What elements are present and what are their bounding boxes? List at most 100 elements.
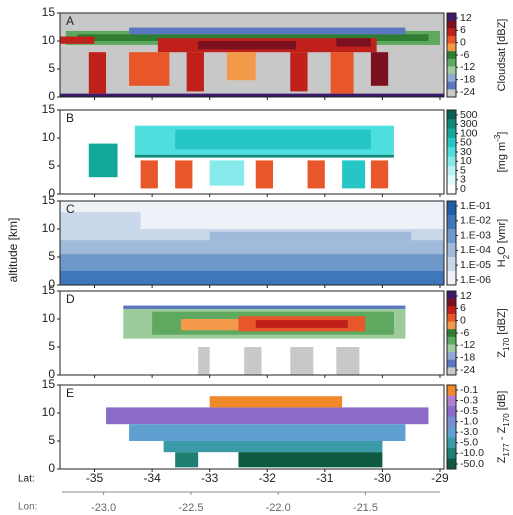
colorbar-swatch (447, 81, 456, 90)
field-patch (186, 52, 204, 92)
colorbar-swatch (447, 229, 456, 244)
y-tick-label: 5 (48, 339, 55, 353)
colorbar-title-part: Z (496, 351, 508, 358)
colorbar-tick-label: 12 (460, 290, 472, 302)
field (60, 201, 444, 285)
colorbar-title-part: O [vmr] (496, 219, 508, 255)
colorbar-title: Z170 [dBZ] (496, 308, 511, 357)
y-tick-label: 15 (42, 377, 56, 391)
panel-label: A (66, 14, 74, 28)
colorbar-swatch (447, 138, 456, 148)
y-tick-label: 0 (48, 277, 55, 291)
field-patch (60, 271, 444, 285)
colorbar-swatch (447, 20, 456, 29)
colorbar-swatch (447, 28, 456, 37)
colorbar-tick-label: -24 (460, 364, 475, 376)
field-patch (255, 320, 348, 328)
colorbar-tick-label: 30 (460, 146, 472, 158)
colorbar-tick-label: 0 (460, 314, 466, 326)
colorbar-swatch (447, 416, 456, 428)
field-patch (198, 41, 297, 50)
field-patch (336, 38, 371, 47)
colorbar-swatch (447, 58, 456, 67)
colorbar-tick-label: 1.E-05 (460, 259, 491, 271)
x-tick-label: -35 (86, 471, 104, 485)
colorbar-tick-label: -1.0 (460, 415, 478, 427)
colorbar-title-part: Cloudsat [dBZ] (496, 19, 508, 92)
colorbar-tick-label: -5.0 (460, 437, 478, 449)
colorbar-title-part: -3 (493, 134, 502, 142)
field-patch (290, 347, 314, 375)
colorbar-title-part: 2 (502, 254, 511, 259)
colorbar-title-part: H (496, 259, 508, 267)
panel-frame (59, 109, 445, 195)
field-patch (209, 231, 412, 241)
colorbar-swatch (447, 437, 456, 449)
y-tick-label: 0 (48, 89, 55, 103)
colorbar-swatch (447, 13, 456, 21)
colorbar-tick-label: -12 (460, 339, 475, 351)
field-patch (77, 34, 429, 41)
colorbar-tick-label: 300 (460, 118, 478, 130)
colorbar-frame (446, 200, 457, 286)
field-patch (244, 347, 262, 375)
y-tick-label: 15 (42, 193, 56, 207)
colorbar-title: Cloudsat [dBZ] (496, 19, 508, 92)
colorbar-swatch (447, 352, 456, 361)
field (88, 125, 394, 189)
colorbar-title-part: Z (496, 456, 508, 463)
colorbar-swatch (447, 51, 456, 60)
colorbar-tick-label: -0.5 (460, 405, 478, 417)
field-patch (60, 36, 95, 44)
field-patch (330, 52, 354, 94)
colorbar-swatch (447, 175, 456, 185)
colorbar-tick-label: 1.E-04 (460, 244, 491, 256)
field-patch (88, 143, 118, 178)
field (123, 305, 406, 375)
field-patch (129, 424, 406, 441)
colorbar-swatch (447, 74, 456, 83)
colorbar-swatch (447, 313, 456, 322)
field (106, 396, 429, 468)
colorbar-tick-label: -0.3 (460, 394, 478, 406)
colorbar-tick-label: 0 (460, 183, 466, 195)
field-patch (60, 212, 141, 229)
colorbar-title-part: ] (496, 132, 508, 135)
field-patch (226, 52, 256, 81)
y-tick-label: 5 (48, 158, 55, 172)
colorbar-tick-label: -6 (460, 49, 469, 61)
colorbar-tick-label: -6 (460, 327, 469, 339)
colorbar-tick-label: -0.1 (460, 384, 478, 396)
colorbar-tick-label: -50.0 (460, 458, 484, 470)
colorbar-swatch (447, 336, 456, 345)
panel: E 0 5 10 15 -0.1-0.3-0.5-1.0-3.0-5.0-10.0-50.… (42, 377, 511, 475)
colorbar-tick-label: 100 (460, 127, 478, 139)
field-patch (307, 160, 325, 189)
colorbar-frame (446, 384, 457, 470)
colorbar-swatch (447, 215, 456, 230)
colorbar-swatch (447, 156, 456, 167)
colorbar-tick-label: 6 (460, 302, 466, 314)
panel-label: B (66, 111, 74, 125)
field-patch (129, 52, 170, 86)
field-patch (106, 407, 429, 425)
colorbar-tick-label: 10 (460, 155, 472, 167)
y-tick-label: 10 (42, 311, 56, 325)
y-tick-label: 10 (42, 130, 56, 144)
field-patch (370, 52, 389, 86)
colorbar-swatch (447, 406, 456, 417)
colorbar-swatch (447, 359, 456, 368)
x-tick-label: -29 (431, 471, 449, 485)
field-patch (336, 347, 360, 375)
panel-frame (59, 290, 445, 376)
field-patch (238, 452, 383, 468)
colorbar-swatch (447, 448, 456, 459)
colorbar-swatch (447, 395, 456, 407)
field-patch (290, 52, 308, 92)
colorbar-swatch (447, 89, 456, 98)
x-tick-label: -33 (201, 471, 219, 485)
x-tick-label: -34 (143, 471, 161, 485)
panel-frame (59, 384, 445, 470)
colorbar-title-part: 177 (502, 443, 511, 457)
